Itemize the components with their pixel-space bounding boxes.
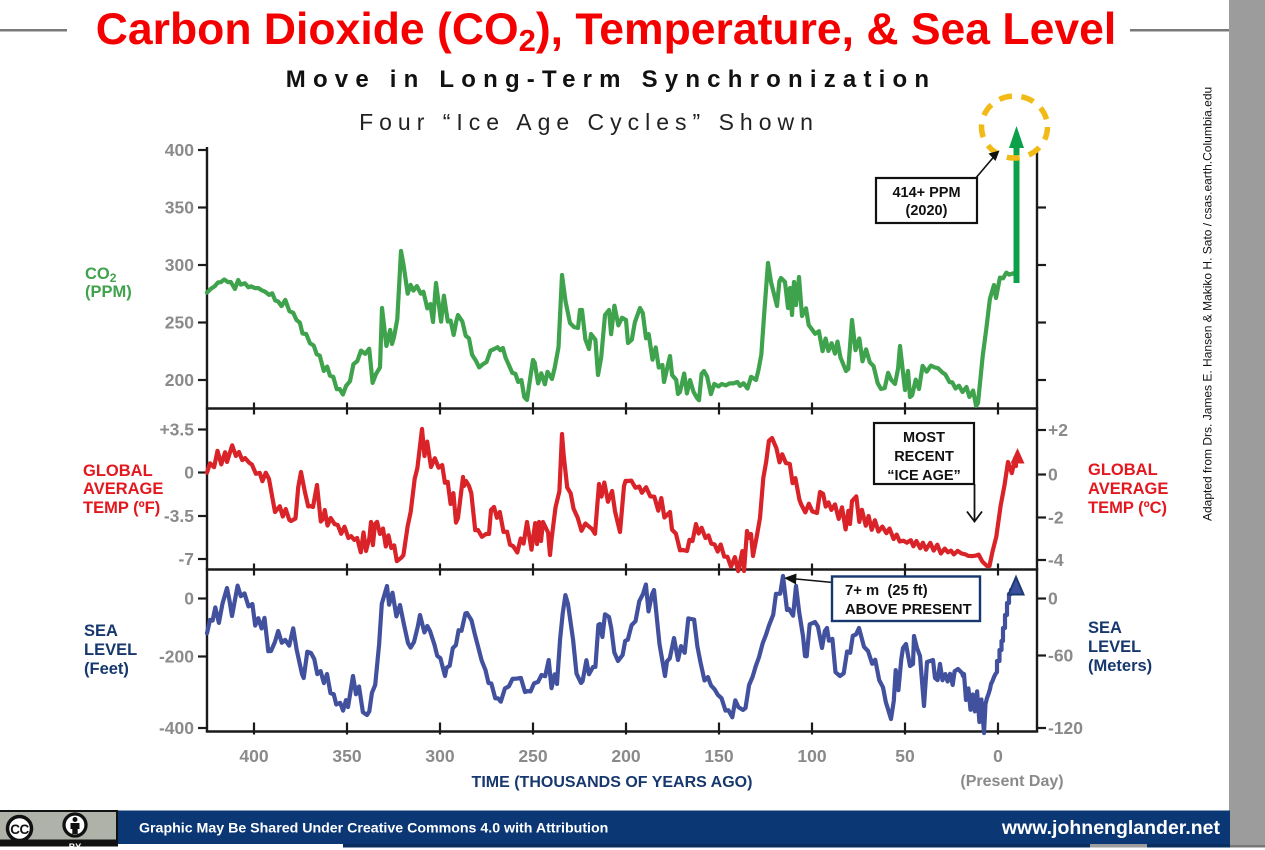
svg-text:300: 300 <box>425 746 454 766</box>
svg-text:Four “Ice Age Cycles” Shown: Four “Ice Age Cycles” Shown <box>359 109 819 135</box>
svg-text:+2: +2 <box>1048 420 1068 440</box>
svg-text:TIME (THOUSANDS OF YEARS AGO): TIME (THOUSANDS OF YEARS AGO) <box>472 774 753 791</box>
svg-text:ABOVE PRESENT: ABOVE PRESENT <box>845 602 972 618</box>
svg-text:Graphic May Be Shared Under Cr: Graphic May Be Shared Under Creative Com… <box>139 821 608 837</box>
svg-text:MOST: MOST <box>903 430 945 446</box>
svg-text:-4: -4 <box>1048 550 1064 570</box>
svg-text:-7: -7 <box>178 549 194 569</box>
svg-text:(Feet): (Feet) <box>84 660 129 678</box>
svg-text:-120: -120 <box>1048 718 1083 738</box>
svg-text:(Present Day): (Present Day) <box>960 773 1063 790</box>
svg-text:“ICE AGE”: “ICE AGE” <box>887 468 961 484</box>
svg-text:414+ PPM: 414+ PPM <box>892 185 960 201</box>
svg-text:TEMP (ºF): TEMP (ºF) <box>83 499 160 517</box>
svg-text:0: 0 <box>993 746 1003 766</box>
svg-text:7+ m (25 ft): 7+ m (25 ft) <box>845 583 928 599</box>
svg-text:GLOBAL: GLOBAL <box>1088 461 1158 479</box>
svg-text:Adapted from Drs. James E. Han: Adapted from Drs. James E. Hansen & Maki… <box>1201 87 1215 521</box>
svg-text:0: 0 <box>1048 589 1058 609</box>
svg-text:400: 400 <box>165 140 194 160</box>
svg-text:0: 0 <box>1048 465 1058 485</box>
svg-text:LEVEL: LEVEL <box>1088 638 1141 656</box>
svg-text:200: 200 <box>611 746 640 766</box>
svg-text:-3.5: -3.5 <box>164 506 194 526</box>
svg-text:350: 350 <box>332 746 361 766</box>
svg-text:-60: -60 <box>1048 646 1074 666</box>
svg-text:0: 0 <box>184 589 194 609</box>
svg-text:300: 300 <box>165 255 194 275</box>
svg-text:TEMP (ºC): TEMP (ºC) <box>1088 499 1167 517</box>
svg-text:CC: CC <box>10 822 29 837</box>
svg-text:BY: BY <box>69 842 82 850</box>
svg-text:AVERAGE: AVERAGE <box>83 480 163 498</box>
svg-text:RECENT: RECENT <box>894 449 954 465</box>
svg-text:250: 250 <box>165 313 194 333</box>
svg-text:Carbon Dioxide (CO2), Temperat: Carbon Dioxide (CO2), Temperature, & Sea… <box>96 5 1116 58</box>
svg-text:GLOBAL: GLOBAL <box>83 462 153 480</box>
svg-text:(2020): (2020) <box>906 203 948 219</box>
svg-text:50: 50 <box>895 746 915 766</box>
svg-text:SEA: SEA <box>84 622 118 640</box>
svg-text:200: 200 <box>165 370 194 390</box>
svg-text:+3.5: +3.5 <box>159 420 194 440</box>
svg-text:-2: -2 <box>1048 508 1064 528</box>
svg-text:100: 100 <box>797 746 826 766</box>
svg-text:www.johnenglander.net: www.johnenglander.net <box>1001 817 1221 839</box>
svg-text:400: 400 <box>239 746 268 766</box>
svg-text:AVERAGE: AVERAGE <box>1088 480 1168 498</box>
svg-text:(PPM): (PPM) <box>85 283 132 301</box>
svg-text:350: 350 <box>165 198 194 218</box>
svg-text:250: 250 <box>518 746 547 766</box>
svg-text:SEA: SEA <box>1088 619 1122 637</box>
svg-text:(Meters): (Meters) <box>1088 657 1152 675</box>
svg-text:-400: -400 <box>159 718 194 738</box>
svg-text:150: 150 <box>704 746 733 766</box>
svg-text:0: 0 <box>184 463 194 483</box>
svg-text:LEVEL: LEVEL <box>84 641 137 659</box>
svg-text:Move in Long-Term Synchronizat: Move in Long-Term Synchronization <box>286 66 937 93</box>
svg-text:CO2: CO2 <box>85 265 117 285</box>
svg-text:-200: -200 <box>159 647 194 667</box>
